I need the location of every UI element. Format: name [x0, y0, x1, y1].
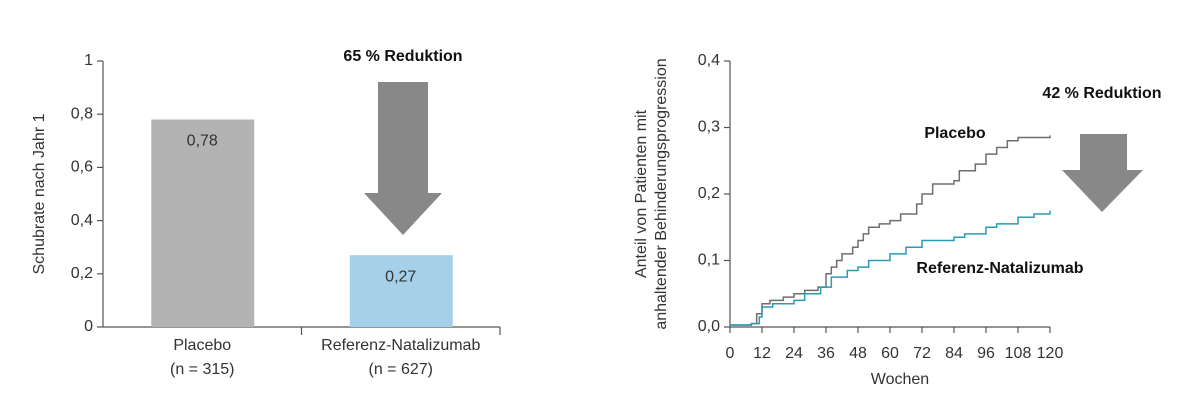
y-axis-label: Schubrate nach Jahr 1 — [31, 113, 48, 274]
x-tick-label: 120 — [1037, 345, 1064, 362]
annotation: 65 % Reduktion — [343, 48, 462, 65]
y-tick-label: 0,4 — [71, 212, 93, 229]
y-tick-label: 0,0 — [698, 318, 720, 335]
y-tick-label: 0,4 — [698, 52, 720, 69]
value-label: 0,27 — [385, 268, 416, 285]
x-tick-label: 84 — [945, 345, 963, 362]
x-tick-label: 108 — [1005, 345, 1032, 362]
annotation: 42 % Reduktion — [1042, 85, 1161, 102]
x-axis-label: Wochen — [871, 371, 929, 388]
x-tick-label: 60 — [881, 345, 899, 362]
bar — [349, 255, 453, 327]
y-tick-label: 0 — [84, 318, 93, 335]
bar — [151, 119, 255, 328]
y-axis-label: anhaltender Behinderungsprogression — [653, 58, 670, 329]
y-tick-label: 0,2 — [698, 185, 720, 202]
y-tick-label: 0,3 — [698, 119, 720, 136]
x-tick-label: 48 — [849, 345, 867, 362]
series-label: Referenz-Natalizumab — [916, 260, 1083, 277]
x-tick-label: 12 — [753, 345, 771, 362]
line-series — [730, 210, 1051, 326]
y-axis-label: Anteil von Patienten mit — [633, 109, 650, 278]
x-tick-label: 0 — [726, 345, 735, 362]
value-label: 0,78 — [187, 133, 218, 150]
arrow — [1062, 134, 1143, 212]
x-tick-sublabel: (n = 627) — [369, 361, 433, 378]
x-tick-label: Placebo — [173, 337, 231, 354]
arrow — [364, 82, 442, 235]
x-tick-label: 72 — [913, 345, 931, 362]
y-tick-label: 0,8 — [71, 105, 93, 122]
x-tick-label: Referenz-Natalizumab — [321, 337, 480, 354]
line-series — [730, 135, 1051, 326]
x-tick-label: 96 — [977, 345, 995, 362]
x-tick-label: 24 — [785, 345, 803, 362]
y-tick-label: 0,1 — [698, 252, 720, 269]
y-tick-label: 0,2 — [71, 265, 93, 282]
series-label: Placebo — [924, 125, 986, 142]
y-tick-label: 0,6 — [71, 159, 93, 176]
y-tick-label: 1 — [84, 52, 93, 69]
x-tick-sublabel: (n = 315) — [170, 361, 234, 378]
x-tick-label: 36 — [817, 345, 835, 362]
